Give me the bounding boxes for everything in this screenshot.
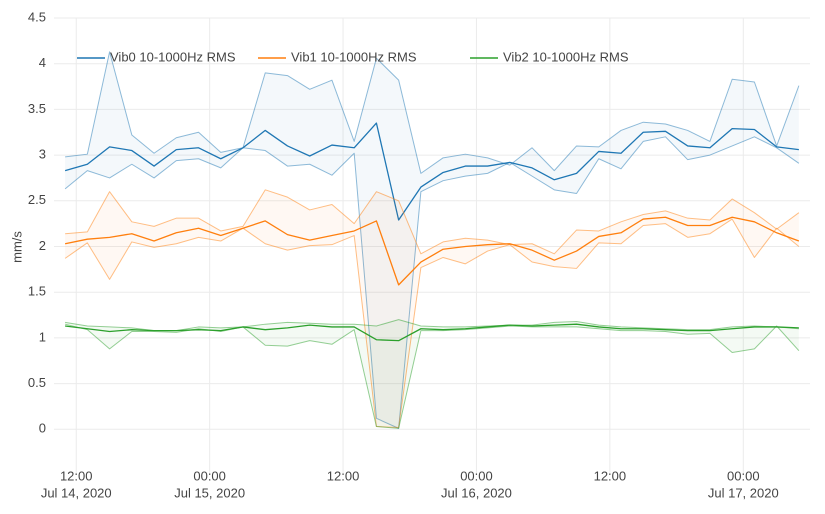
y-tick-label: 3: [39, 147, 46, 162]
lower-line: [64, 136, 800, 429]
y-tick-label: 4.5: [28, 9, 46, 24]
x-tick-label: 00:00: [460, 468, 493, 483]
series-line: [64, 122, 799, 221]
x-tick-sublabel: Jul 16, 2020: [441, 485, 512, 500]
x-tick-sublabel: Jul 14, 2020: [41, 485, 112, 500]
x-tick-sublabel: Jul 15, 2020: [174, 485, 245, 500]
band-fill: [65, 189, 799, 428]
band-fill: [65, 319, 799, 429]
y-tick-label: 3.5: [28, 101, 46, 116]
x-tick-sublabel: Jul 17, 2020: [708, 485, 779, 500]
upper-line: [65, 189, 800, 255]
y-tick-label: 2: [39, 238, 46, 253]
y-tick-label: 1: [39, 329, 46, 344]
band-fill: [65, 51, 799, 429]
upper-line: [65, 51, 800, 174]
y-tick-label: 2.5: [28, 192, 46, 207]
upper-line: [65, 319, 799, 332]
legend-label: Vib0 10-1000Hz RMS: [110, 49, 236, 64]
y-tick-label: 0.5: [28, 375, 46, 390]
x-tick-label: 00:00: [193, 468, 226, 483]
y-tick-label: 4: [39, 55, 46, 70]
series-line: [65, 323, 799, 342]
x-tick-label: 12:00: [594, 468, 627, 483]
legend-label: Vib1 10-1000Hz RMS: [291, 49, 417, 64]
lower-line: [64, 218, 800, 428]
series-line: [64, 216, 800, 286]
y-axis-label: mm/s: [9, 231, 24, 263]
legend-label: Vib2 10-1000Hz RMS: [503, 49, 629, 64]
lower-line: [64, 323, 800, 429]
y-tick-label: 0: [39, 421, 46, 436]
x-tick-label: 12:00: [327, 468, 360, 483]
x-tick-label: 12:00: [60, 468, 93, 483]
y-tick-label: 1.5: [28, 284, 46, 299]
x-tick-label: 00:00: [727, 468, 760, 483]
